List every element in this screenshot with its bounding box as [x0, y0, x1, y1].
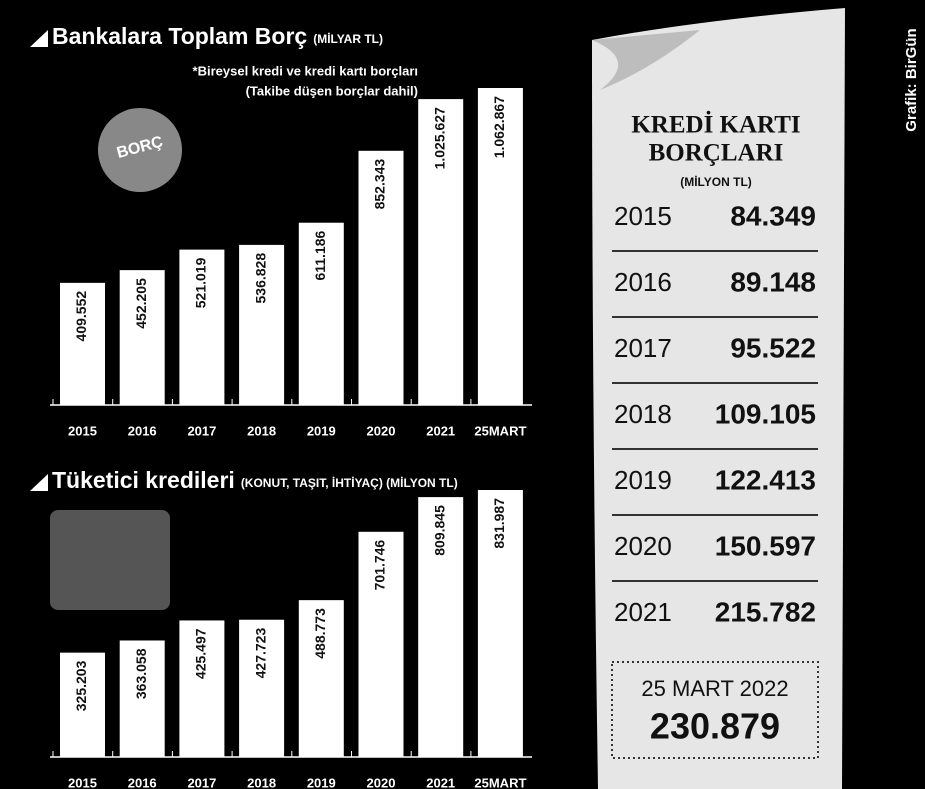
x-tick-label: 2019 — [307, 775, 336, 789]
x-tick-label: 2017 — [187, 775, 216, 789]
row-year: 2016 — [614, 267, 672, 297]
chart-subtitle: (KONUT, TAŞIT, İHTİYAÇ) (MİLYON TL) — [241, 475, 458, 490]
x-tick-label: 2020 — [367, 775, 396, 789]
final-value: 230.879 — [650, 706, 780, 747]
row-value: 215.782 — [715, 596, 816, 627]
table-title: KREDİ KARTI — [631, 111, 800, 139]
debt-ball — [98, 108, 182, 192]
value-label: 809.845 — [431, 505, 447, 556]
bar — [179, 249, 225, 405]
row-year: 2020 — [614, 531, 672, 561]
row-value: 95.522 — [730, 332, 816, 363]
bar — [239, 619, 285, 757]
x-tick-label: 2021 — [426, 775, 455, 789]
value-label: 536.828 — [252, 253, 268, 304]
chart-subtitle: (MİLYAR TL) — [313, 31, 383, 46]
x-tick-label: 2017 — [187, 423, 216, 438]
note: (Takibe düşen borçlar dahil) — [246, 83, 418, 98]
x-tick-label: 2015 — [68, 423, 97, 438]
x-tick-label: 2016 — [128, 423, 157, 438]
x-tick-label: 2016 — [128, 775, 157, 789]
bar — [119, 270, 165, 405]
illustration — [50, 510, 170, 610]
value-label: 1.025.627 — [431, 107, 447, 169]
row-year: 2015 — [614, 201, 672, 231]
table-title: BORÇLARI — [649, 140, 784, 167]
value-label: 1.062.867 — [491, 96, 507, 158]
final-label: 25 MART 2022 — [641, 676, 788, 701]
bar — [60, 652, 105, 757]
title-icon — [30, 474, 48, 491]
note: *Bireysel kredi ve kredi kartı borçları — [193, 63, 418, 78]
row-value: 122.413 — [715, 464, 816, 495]
credit: Grafik: BirGün — [903, 28, 920, 131]
row-year: 2018 — [614, 399, 672, 429]
receipt-paper — [592, 8, 845, 789]
bar — [179, 620, 225, 757]
table-unit: (MİLYON TL) — [680, 174, 752, 189]
value-label: 427.723 — [252, 628, 268, 679]
bar — [298, 222, 344, 405]
value-label: 452.205 — [133, 278, 149, 329]
bar — [358, 531, 404, 757]
x-tick-label: 2019 — [307, 423, 336, 438]
title-icon — [30, 30, 48, 47]
bar — [418, 497, 464, 757]
x-tick-label: 2020 — [367, 423, 396, 438]
bar — [239, 244, 285, 405]
bar — [298, 600, 344, 757]
x-tick-label: 2021 — [426, 423, 455, 438]
chart-title: Tüketici kredileri — [52, 467, 235, 493]
receipt-curl — [592, 30, 700, 90]
value-label: 363.058 — [133, 648, 149, 699]
x-tick-label: 2018 — [247, 423, 276, 438]
value-label: 409.552 — [73, 291, 89, 342]
bar — [477, 490, 523, 757]
bar — [119, 640, 165, 757]
value-label: 831.987 — [491, 498, 507, 549]
value-label: 852.343 — [372, 159, 388, 210]
x-tick-label: 25MART — [474, 423, 526, 438]
bar — [358, 150, 404, 405]
row-value: 84.349 — [730, 200, 816, 231]
row-year: 2019 — [614, 465, 672, 495]
chart-title: Bankalara Toplam Borç — [52, 23, 307, 49]
row-year: 2017 — [614, 333, 672, 363]
bar — [60, 282, 105, 405]
value-label: 425.497 — [193, 628, 209, 679]
final-box — [611, 661, 819, 759]
value-label: 521.019 — [193, 257, 209, 308]
x-tick-label: 25MART — [474, 775, 526, 789]
x-tick-label: 2018 — [247, 775, 276, 789]
bar — [477, 88, 523, 405]
value-label: 488.773 — [312, 608, 328, 659]
bar — [418, 99, 464, 406]
row-value: 109.105 — [715, 398, 816, 429]
row-year: 2021 — [614, 597, 672, 627]
row-value: 150.597 — [715, 530, 816, 561]
value-label: 325.203 — [73, 660, 89, 711]
value-label: 701.746 — [372, 540, 388, 591]
value-label: 611.186 — [312, 231, 328, 281]
x-tick-label: 2015 — [68, 775, 97, 789]
row-value: 89.148 — [730, 266, 816, 297]
